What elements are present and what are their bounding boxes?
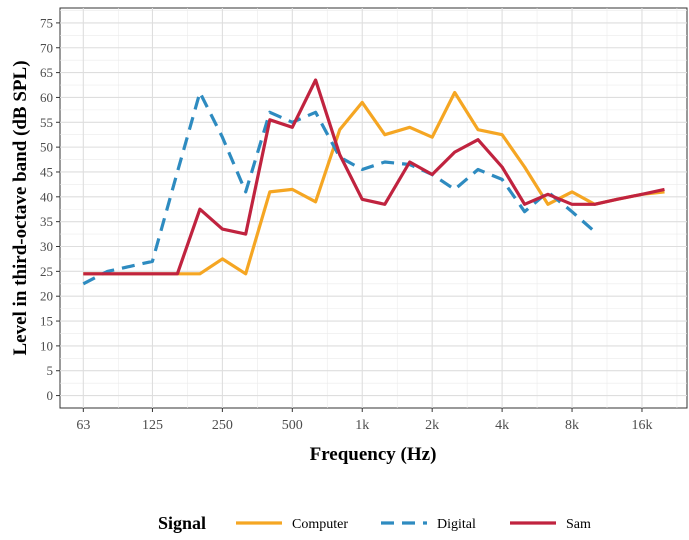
grid xyxy=(60,8,687,408)
series-line-computer xyxy=(83,90,665,276)
plot-panel xyxy=(59,7,688,409)
x-tick-label: 1k xyxy=(355,418,369,433)
x-tick-label: 16k xyxy=(631,418,652,433)
y-tick-label: 30 xyxy=(40,239,53,254)
x-axis-ticks: 63 125 250 500 1k 2k 4k 8k 16k xyxy=(76,408,652,433)
legend-label-digital: Digital xyxy=(437,517,476,532)
y-tick-label: 50 xyxy=(40,140,53,155)
x-tick-label: 250 xyxy=(212,418,233,433)
y-tick-label: 10 xyxy=(40,338,53,353)
y-tick-label: 0 xyxy=(47,388,54,403)
series-line-digital xyxy=(82,90,596,286)
y-tick-label: 75 xyxy=(40,15,53,30)
y-tick-label: 15 xyxy=(40,314,53,329)
y-tick-label: 25 xyxy=(40,264,53,279)
x-tick-label: 2k xyxy=(425,418,439,433)
x-tick-label: 4k xyxy=(495,418,509,433)
legend-label-computer: Computer xyxy=(292,517,348,532)
y-tick-label: 45 xyxy=(40,164,53,179)
series-line-sam xyxy=(83,78,665,276)
x-tick-label: 500 xyxy=(282,418,303,433)
y-tick-label: 5 xyxy=(47,363,54,378)
legend-label-sam: Sam xyxy=(566,517,591,532)
y-tick-label: 70 xyxy=(40,40,53,55)
y-tick-label: 60 xyxy=(40,90,53,105)
x-tick-label: 8k xyxy=(565,418,579,433)
x-tick-label: 63 xyxy=(76,418,90,433)
y-tick-label: 40 xyxy=(40,189,53,204)
legend-title: Signal xyxy=(158,513,206,533)
y-tick-label: 65 xyxy=(40,65,53,80)
y-tick-label: 35 xyxy=(40,214,53,229)
series-lines xyxy=(82,78,665,286)
x-axis-label: Frequency (Hz) xyxy=(310,444,437,465)
x-tick-label: 125 xyxy=(142,418,163,433)
y-axis-ticks: 0 5 10 15 20 25 30 35 40 45 50 55 60 65 70 75 xyxy=(40,15,60,403)
y-tick-label: 20 xyxy=(40,289,53,304)
y-tick-label: 55 xyxy=(40,115,53,130)
legend: Signal Computer Digital Sam xyxy=(158,513,591,533)
y-axis-label: Level in third-octave band (dB SPL) xyxy=(10,60,31,355)
